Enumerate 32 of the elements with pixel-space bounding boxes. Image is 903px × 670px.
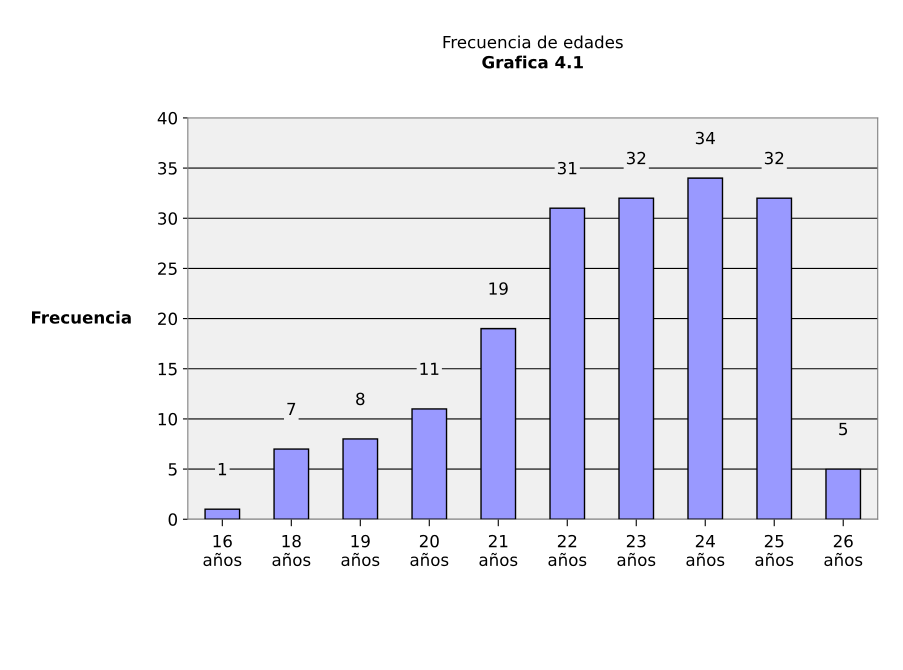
y-tick-label: 30	[158, 212, 177, 225]
y-tick-label: 15	[158, 362, 177, 376]
x-tick-label: 24 años	[686, 534, 724, 566]
data-label: 31	[558, 162, 576, 174]
x-tick-label: 22 años	[548, 534, 586, 566]
x-tick-label: 25 años	[755, 534, 794, 566]
y-tick-label: 0	[168, 513, 177, 526]
data-label: 34	[696, 132, 715, 144]
x-tick-label: 26 años	[824, 534, 862, 566]
data-label: 11	[420, 362, 438, 375]
chart-title: Frecuencia de edades	[444, 35, 623, 48]
data-label: 8	[356, 392, 364, 406]
y-tick-label: 35	[158, 162, 177, 175]
data-label: 19	[490, 282, 508, 295]
y-tick-label: 20	[158, 312, 177, 326]
x-tick-label: 16 años	[203, 534, 242, 566]
y-axis-title: Frecuencia	[32, 310, 131, 324]
x-tick-label: 20 años	[410, 534, 448, 566]
data-label: 1	[218, 463, 226, 476]
y-tick-label: 40	[158, 112, 177, 124]
x-tick-label: 23 años	[617, 534, 656, 566]
y-tick-label: 25	[158, 262, 177, 275]
data-label: 7	[287, 402, 296, 415]
chart-subtitle: Grafica 4.1	[482, 56, 583, 68]
data-label: 5	[839, 422, 848, 436]
data-label: 32	[764, 152, 784, 164]
data-label: 32	[626, 152, 646, 164]
x-tick-label: 18 años	[272, 534, 310, 566]
y-tick-label: 10	[158, 412, 177, 426]
y-tick-label: 5	[168, 463, 177, 476]
x-tick-label: 19 años	[341, 534, 380, 566]
x-tick-label: 21 años	[479, 534, 518, 566]
